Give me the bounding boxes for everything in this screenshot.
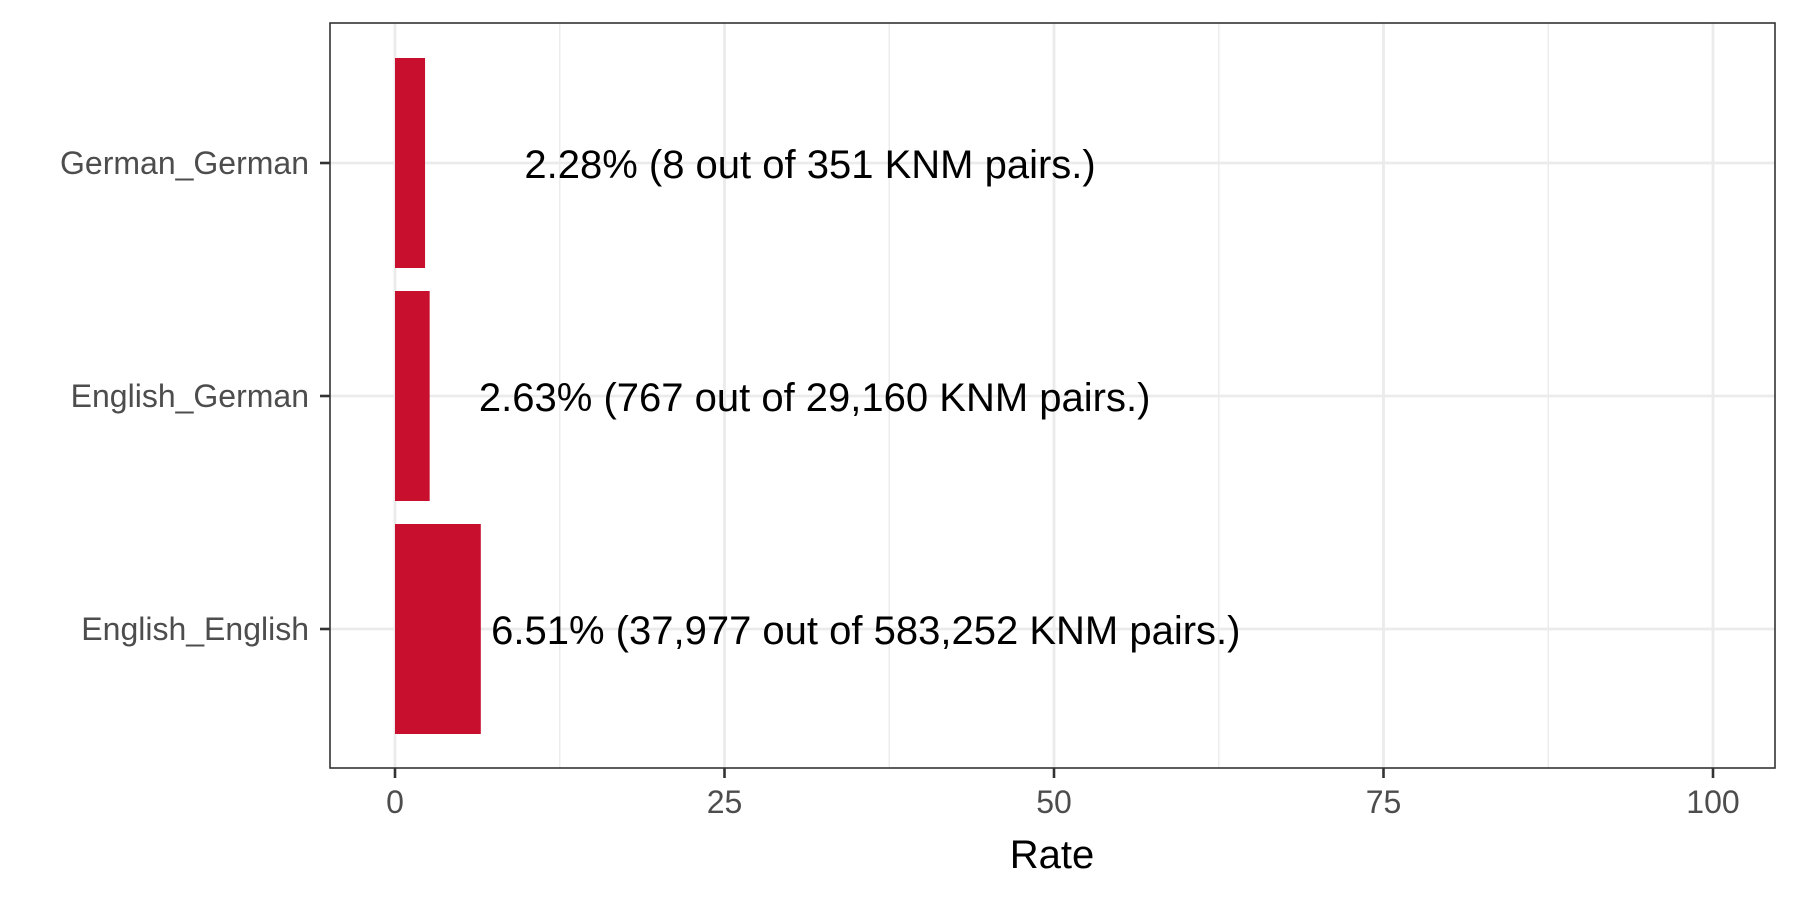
- x-tick-label: 75: [1366, 784, 1402, 820]
- bar: [395, 291, 430, 501]
- x-tick-label: 0: [386, 784, 404, 820]
- bar: [395, 58, 426, 268]
- y-tick-label: English_English: [81, 611, 309, 647]
- x-axis-title: Rate: [1010, 833, 1095, 877]
- y-tick-label: English_German: [71, 378, 309, 414]
- data-label-layer: 2.28% (8 out of 351 KNM pairs.) 2.63% (76…: [479, 143, 1241, 653]
- y-axis: German_German English_German English_Engli…: [60, 145, 330, 647]
- data-label: 6.51% (37,977 out of 583,252 KNM pairs.): [491, 609, 1240, 653]
- bar-layer: [395, 58, 481, 734]
- x-tick-label: 100: [1686, 784, 1739, 820]
- data-label: 2.63% (767 out of 29,160 KNM pairs.): [479, 376, 1150, 420]
- bar: [395, 524, 481, 734]
- y-tick-label: German_German: [60, 145, 309, 181]
- x-tick-label: 50: [1036, 784, 1072, 820]
- x-tick-label: 25: [707, 784, 743, 820]
- x-axis: 0 25 50 75 100: [386, 768, 1740, 820]
- data-label: 2.28% (8 out of 351 KNM pairs.): [524, 143, 1095, 187]
